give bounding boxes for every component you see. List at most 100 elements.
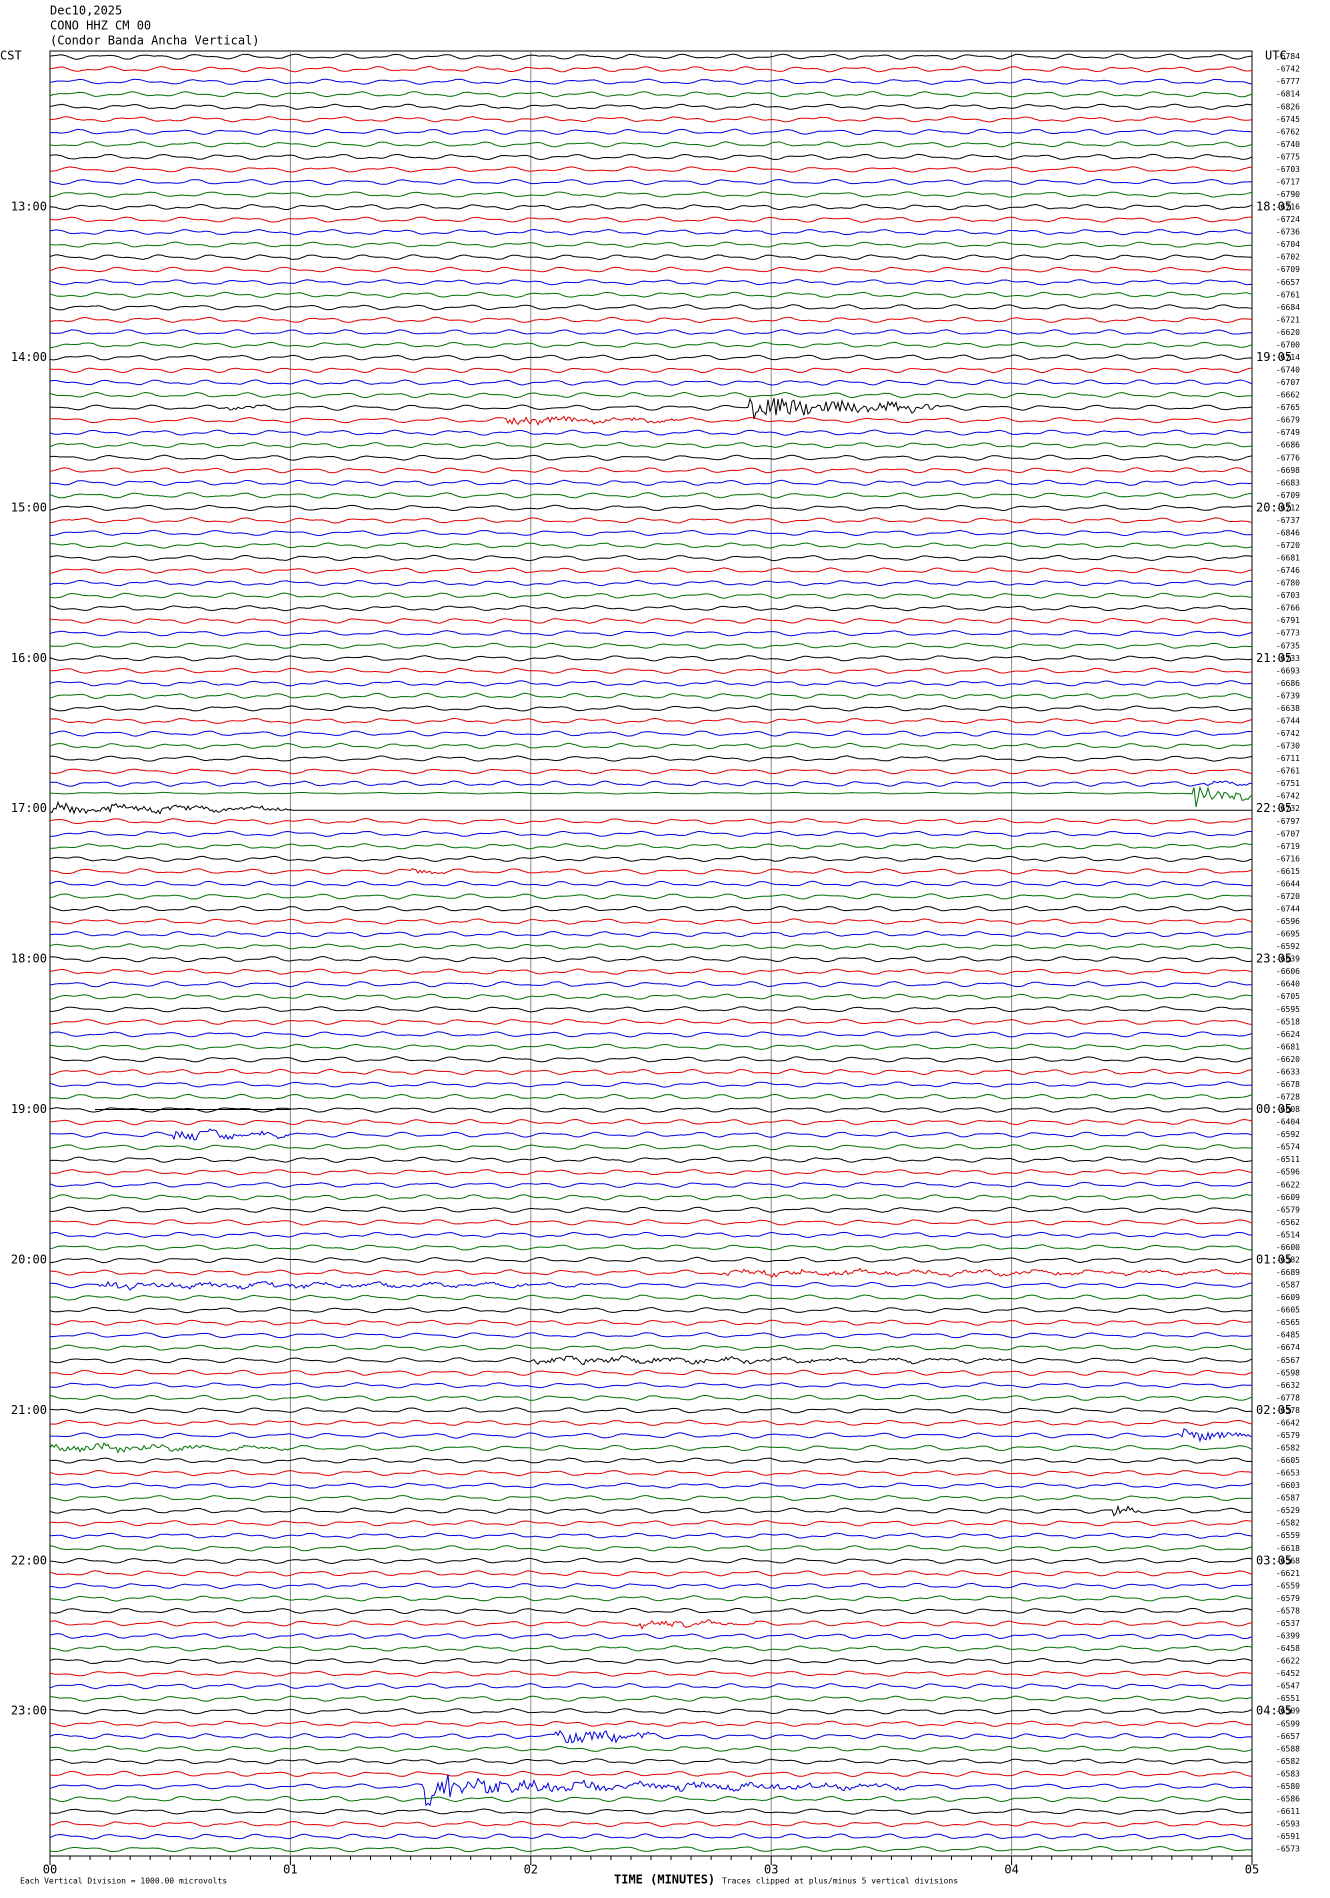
seismic-trace <box>49 755 1253 762</box>
seismic-trace <box>49 1633 1253 1640</box>
trace-label: -6639 <box>1276 955 1300 964</box>
trace-label: -6681 <box>1276 1042 1300 1051</box>
seismic-trace <box>49 442 1253 449</box>
seismic-trace <box>49 66 1253 73</box>
trace-label: -6693 <box>1276 666 1300 675</box>
seismic-trace <box>49 592 1252 599</box>
trace-label: -6624 <box>1276 1030 1300 1039</box>
trace-label: -6778 <box>1276 1393 1300 1402</box>
trace-label: -6732 <box>1276 804 1300 813</box>
seismic-trace <box>49 692 1252 700</box>
trace-label: -6721 <box>1276 315 1300 324</box>
utc-hour-label: 03:05 <box>1256 1553 1292 1567</box>
seismic-trace <box>49 166 1252 173</box>
seismic-trace <box>50 1557 1253 1565</box>
seismic-trace <box>49 1595 1253 1602</box>
seismic-trace <box>49 818 1253 825</box>
trace-label: -6611 <box>1276 1807 1300 1816</box>
trace-label: -6766 <box>1276 604 1300 613</box>
seismic-trace <box>50 216 1253 223</box>
seismic-trace <box>49 1442 1253 1454</box>
trace-label: -6744 <box>1276 905 1300 914</box>
trace-label: -6762 <box>1276 127 1300 136</box>
trace-label: -6582 <box>1276 1757 1300 1766</box>
utc-hour-label: 18:05 <box>1256 200 1292 214</box>
trace-label: -6705 <box>1276 992 1300 1001</box>
cst-hour-label: 19:00 <box>11 1102 47 1116</box>
x-tick-label: 02 <box>524 1863 538 1877</box>
trace-label: -6622 <box>1276 1657 1300 1666</box>
seismic-trace <box>49 730 1253 737</box>
seismic-trace <box>49 1845 1253 1853</box>
seismic-trace <box>50 1457 1253 1464</box>
seismic-trace <box>49 1394 1253 1402</box>
seismic-trace <box>49 1570 1253 1577</box>
trace-label: -6777 <box>1276 77 1300 86</box>
seismic-trace <box>49 1520 1253 1527</box>
seismic-trace <box>49 254 1253 261</box>
trace-label: -6609 <box>1276 1193 1300 1202</box>
trace-label: -6565 <box>1276 1318 1300 1327</box>
seismic-trace <box>49 785 1253 808</box>
trace-label: -6814 <box>1276 90 1300 99</box>
trace-label: -6679 <box>1276 416 1300 425</box>
seismic-trace <box>50 830 1253 838</box>
date: Dec10,2025 <box>50 4 122 18</box>
seismic-trace <box>50 1720 1252 1727</box>
seismic-trace <box>49 266 1253 273</box>
trace-label: -6644 <box>1276 879 1300 888</box>
trace-label: -6640 <box>1276 980 1300 989</box>
seismic-trace <box>49 768 1253 775</box>
trace-label: -6698 <box>1276 466 1300 475</box>
seismic-trace <box>49 279 1253 286</box>
seismic-trace <box>49 429 1253 436</box>
trace-label: -6775 <box>1276 152 1300 161</box>
seismic-trace <box>49 128 1253 136</box>
utc-hour-label: 00:05 <box>1256 1102 1292 1116</box>
trace-label: -6751 <box>1276 779 1300 788</box>
trace-label: -6712 <box>1276 503 1300 512</box>
description: (Condor Banda Ancha Vertical) <box>50 34 260 48</box>
trace-label: -6559 <box>1276 1581 1300 1590</box>
trace-label: -6559 <box>1276 1531 1300 1540</box>
seismic-trace <box>50 1495 1253 1502</box>
trace-label: -6537 <box>1276 1619 1300 1628</box>
trace-label: -6703 <box>1276 165 1300 174</box>
seismic-trace <box>49 1645 1253 1652</box>
seismic-trace <box>49 1820 1253 1828</box>
trace-label: -6744 <box>1276 716 1300 725</box>
seismic-trace <box>49 529 1253 537</box>
trace-label: -6596 <box>1276 917 1300 926</box>
cst-hour-label: 17:00 <box>11 801 47 815</box>
trace-label: -6603 <box>1276 1481 1300 1490</box>
trace-label: -6704 <box>1276 240 1300 249</box>
cst-hour-label: 15:00 <box>11 500 47 514</box>
trace-label: -6684 <box>1276 303 1300 312</box>
trace-label: -6511 <box>1276 1155 1300 1164</box>
trace-label: -6735 <box>1276 641 1300 650</box>
seismic-trace <box>49 1770 1253 1778</box>
seismic-trace <box>49 1369 1253 1376</box>
trace-label: -6551 <box>1276 1694 1300 1703</box>
seismic-trace <box>49 579 1253 587</box>
seismic-trace <box>49 1670 1252 1677</box>
seismic-trace <box>49 91 1253 98</box>
seismic-trace <box>49 1619 1253 1630</box>
trace-label: -6587 <box>1276 1281 1300 1290</box>
seismic-trace <box>50 1267 1253 1279</box>
seismic-trace <box>50 341 1253 349</box>
trace-label: -6514 <box>1276 1230 1300 1239</box>
trace-label: -6720 <box>1276 541 1300 550</box>
trace-label: -6716 <box>1276 854 1300 863</box>
trace-label: -6674 <box>1276 1343 1300 1352</box>
seismic-trace <box>49 1582 1253 1589</box>
seismic-trace <box>49 103 1253 110</box>
x-tick-label: 03 <box>764 1863 778 1877</box>
trace-label: -6761 <box>1276 767 1300 776</box>
trace-label: -6689 <box>1276 1268 1300 1277</box>
trace-label: -6606 <box>1276 967 1300 976</box>
seismic-trace <box>49 1107 1252 1113</box>
utc-hour-label: 01:05 <box>1256 1252 1292 1266</box>
